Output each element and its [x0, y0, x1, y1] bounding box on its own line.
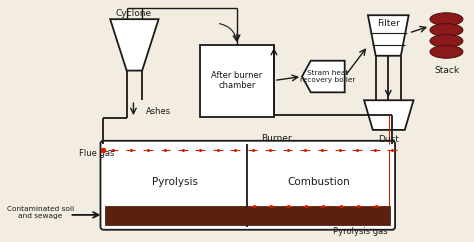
FancyBboxPatch shape: [105, 206, 390, 225]
Text: Pyrolysis: Pyrolysis: [152, 177, 198, 187]
FancyBboxPatch shape: [100, 141, 395, 230]
Ellipse shape: [430, 45, 463, 58]
Text: Stack: Stack: [434, 66, 459, 75]
Text: Pyrolysis gas: Pyrolysis gas: [333, 227, 388, 236]
Text: Ashes: Ashes: [146, 107, 171, 116]
Text: Dust: Dust: [378, 135, 399, 144]
Text: Stram heat
recovery boiler: Stram heat recovery boiler: [300, 70, 355, 83]
Ellipse shape: [430, 35, 463, 47]
Text: Filter: Filter: [377, 19, 400, 28]
Text: Flue gas: Flue gas: [79, 149, 115, 158]
Polygon shape: [302, 61, 345, 92]
Ellipse shape: [430, 24, 463, 37]
Bar: [201, 45, 274, 117]
Text: Combustion: Combustion: [287, 177, 350, 187]
Text: Cyclone: Cyclone: [115, 9, 152, 18]
Text: Contaminated soil
and sewage: Contaminated soil and sewage: [7, 206, 74, 219]
Text: After burner
chamber: After burner chamber: [211, 71, 263, 90]
Polygon shape: [110, 19, 159, 71]
Ellipse shape: [430, 13, 463, 26]
Text: Burner: Burner: [262, 134, 292, 143]
Polygon shape: [368, 15, 409, 56]
Polygon shape: [364, 100, 413, 130]
